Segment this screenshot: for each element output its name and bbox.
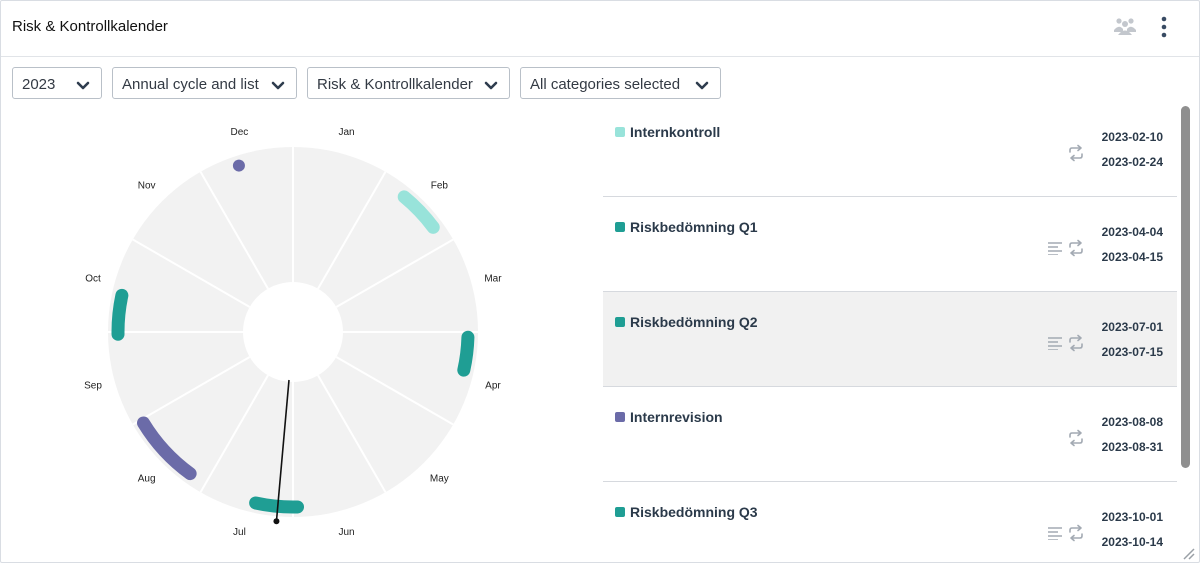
month-divider	[317, 171, 387, 290]
event-arc[interactable]	[457, 330, 475, 377]
event-row[interactable]: Riskbedömning Q1 2023-04-04 2023-04-15	[603, 197, 1177, 292]
month-label-sep: Sep	[84, 381, 102, 392]
widget-header: Risk & Kontrollkalender	[1, 1, 1199, 57]
notes-icon	[1047, 526, 1063, 545]
category-color-swatch	[615, 127, 625, 137]
repeat-icon	[1067, 239, 1085, 262]
event-row[interactable]: Riskbedömning Q3 2023-10-01 2023-10-14	[603, 482, 1177, 562]
category-color-swatch	[615, 412, 625, 422]
event-name: Internkontroll	[630, 124, 721, 140]
event-start-date: 2023-02-10	[1101, 130, 1163, 144]
event-end-date: 2023-04-15	[1101, 250, 1163, 264]
month-divider	[335, 356, 454, 426]
year-select-value: 2023	[22, 76, 56, 93]
event-end-date: 2023-08-31	[1101, 440, 1163, 454]
month-divider	[132, 356, 251, 426]
event-start-date: 2023-10-01	[1101, 510, 1163, 524]
year-select[interactable]: 2023	[12, 67, 102, 99]
scrollbar-thumb[interactable]	[1181, 106, 1190, 468]
event-arc[interactable]	[397, 190, 440, 234]
event-list: Internkontroll 2023-02-10 2023-02-24 Riskbe…	[603, 102, 1177, 562]
list-scrollbar[interactable]	[1180, 102, 1192, 562]
month-divider	[132, 238, 251, 308]
month-label-jan: Jan	[339, 127, 355, 138]
calendar-select-value: Risk & Kontrollkalender	[317, 76, 473, 93]
notes-icon	[1047, 241, 1063, 260]
view-select-value: Annual cycle and list	[122, 76, 259, 93]
event-name: Riskbedömning Q1	[630, 219, 758, 235]
widget-title: Risk & Kontrollkalender	[12, 18, 168, 35]
month-label-jun: Jun	[339, 527, 355, 538]
month-label-feb: Feb	[431, 181, 449, 192]
event-start-date: 2023-07-01	[1101, 320, 1163, 334]
chevron-down-icon	[484, 78, 498, 96]
month-divider	[199, 171, 269, 290]
event-name: Riskbedömning Q3	[630, 504, 758, 520]
repeat-icon	[1067, 334, 1085, 357]
month-label-nov: Nov	[138, 181, 156, 192]
month-label-dec: Dec	[231, 127, 249, 138]
event-arc[interactable]	[111, 288, 129, 341]
category-color-swatch	[615, 317, 625, 327]
month-label-jul: Jul	[233, 527, 246, 538]
event-end-date: 2023-07-15	[1101, 345, 1163, 359]
chevron-down-icon	[695, 78, 709, 96]
categories-select[interactable]: All categories selected	[520, 67, 721, 99]
more-vert-icon[interactable]	[1159, 15, 1169, 44]
month-label-may: May	[430, 473, 449, 484]
category-color-swatch	[615, 222, 625, 232]
month-label-aug: Aug	[138, 473, 156, 484]
event-marker[interactable]	[232, 159, 245, 172]
month-divider	[317, 374, 387, 493]
calendar-select[interactable]: Risk & Kontrollkalender	[307, 67, 510, 99]
repeat-icon	[1067, 524, 1085, 547]
view-select[interactable]: Annual cycle and list	[112, 67, 297, 99]
event-end-date: 2023-02-24	[1101, 155, 1163, 169]
chevron-down-icon	[76, 78, 90, 96]
month-divider	[335, 238, 454, 308]
annual-cycle-wheel: Jan Feb Mar Apr May Jun Jul Aug Sep Oct Nov Dec	[84, 127, 502, 538]
event-row[interactable]: Riskbedömning Q2 2023-07-01 2023-07-15	[603, 292, 1177, 387]
category-color-swatch	[615, 507, 625, 517]
wheel-hub	[243, 282, 343, 382]
event-start-date: 2023-08-08	[1101, 415, 1163, 429]
event-row[interactable]: Internrevision 2023-08-08 2023-08-31	[603, 387, 1177, 482]
event-end-date: 2023-10-14	[1101, 535, 1163, 549]
event-name: Internrevision	[630, 409, 723, 425]
month-label-mar: Mar	[484, 273, 502, 284]
date-needle	[275, 379, 290, 522]
repeat-icon	[1067, 144, 1085, 167]
chevron-down-icon	[271, 78, 285, 96]
notes-icon	[1047, 336, 1063, 355]
event-arc[interactable]	[249, 496, 305, 514]
resize-handle-icon[interactable]	[1181, 546, 1195, 562]
event-name: Riskbedömning Q2	[630, 314, 758, 330]
date-needle-tip	[273, 518, 280, 525]
repeat-icon	[1067, 429, 1085, 452]
month-label-apr: Apr	[485, 381, 501, 392]
month-divider	[199, 374, 269, 493]
event-arc[interactable]	[136, 416, 197, 481]
event-start-date: 2023-04-04	[1101, 225, 1163, 239]
people-icon[interactable]	[1114, 16, 1136, 41]
month-label-oct: Oct	[85, 273, 101, 284]
event-row[interactable]: Internkontroll 2023-02-10 2023-02-24	[603, 102, 1177, 197]
categories-select-value: All categories selected	[530, 76, 681, 93]
